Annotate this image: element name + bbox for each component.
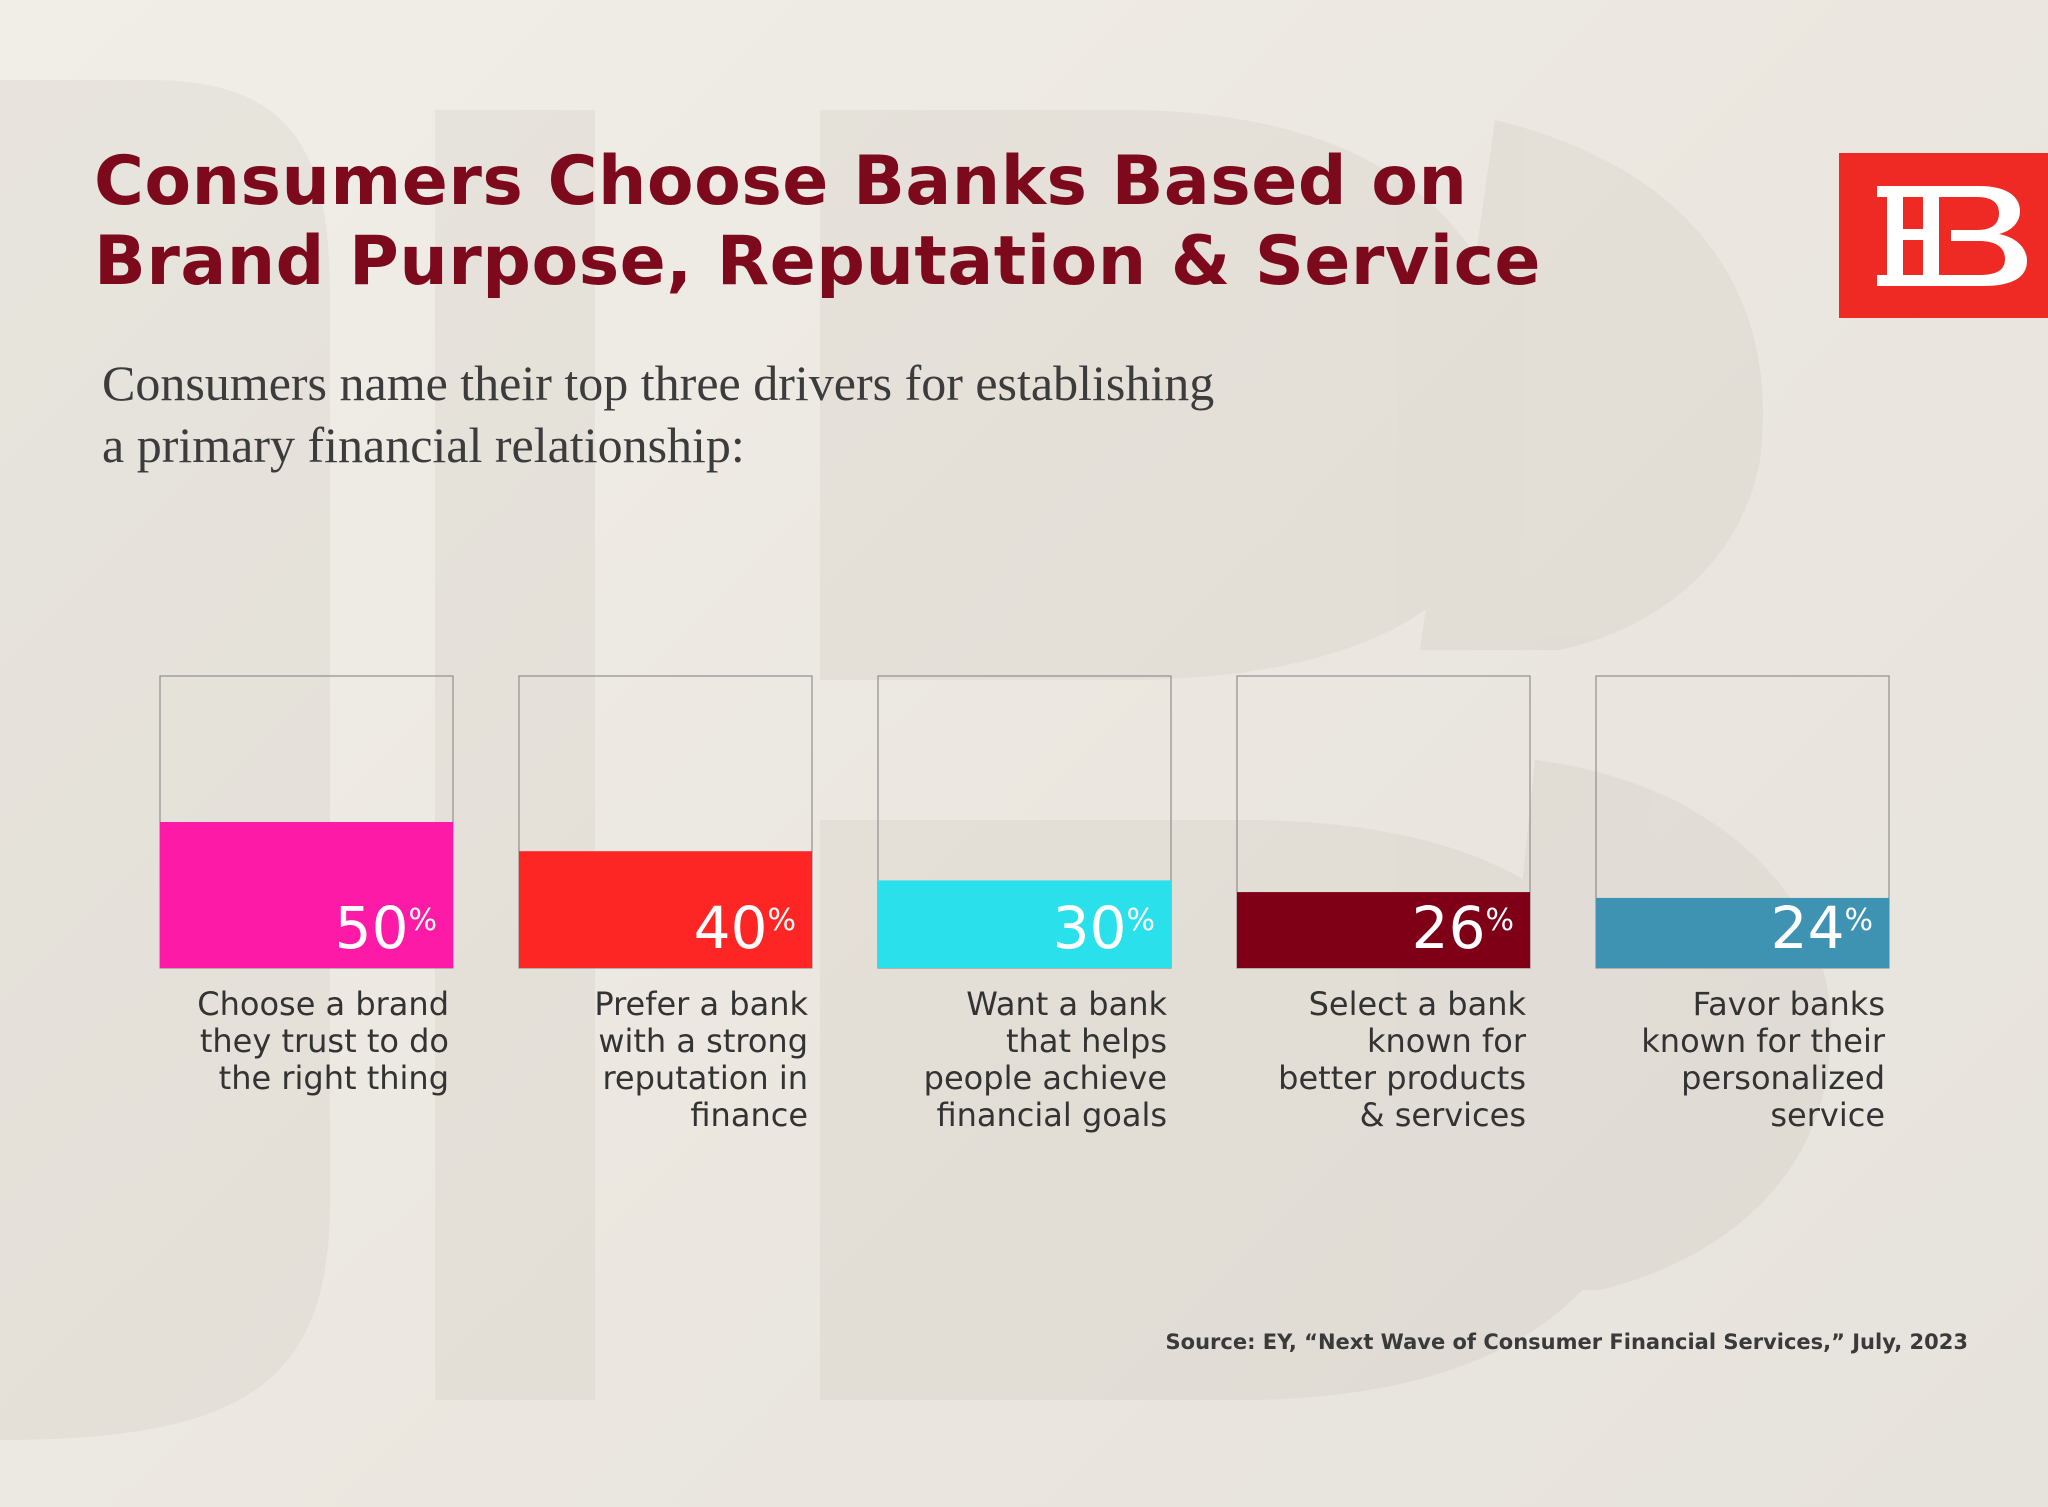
category-label: Choose a brand (197, 985, 449, 1023)
subtitle-line-2: a primary financial relationship: (102, 417, 745, 473)
category-label: finance (690, 1096, 808, 1134)
category-label: & services (1360, 1096, 1526, 1134)
bar (519, 851, 812, 968)
bar (878, 880, 1171, 968)
category-label: people achieve (924, 1059, 1167, 1097)
bar-value-label: 26% (1412, 894, 1514, 962)
category-label: service (1770, 1096, 1885, 1134)
hb-logo (1839, 153, 2048, 318)
category-label: known for (1367, 1022, 1527, 1060)
chart-title: Consumers Choose Banks Based on Brand Pu… (94, 142, 1594, 302)
category-label: Select a bank (1309, 985, 1527, 1023)
category-label: Prefer a bank (594, 985, 808, 1023)
category-label: personalized (1681, 1059, 1885, 1097)
category-label: Want a bank (966, 985, 1167, 1023)
category-label: the right thing (219, 1059, 449, 1097)
bar-value-label: 40% (694, 894, 796, 962)
bar (1596, 897, 1889, 968)
category-label: reputation in (602, 1059, 808, 1097)
category-label: they trust to do (200, 1022, 449, 1060)
category-label: financial goals (936, 1096, 1167, 1134)
hb-monogram-icon (1877, 186, 2027, 286)
subtitle-line-1: Consumers name their top three drivers f… (102, 355, 1215, 411)
title-line-2: Brand Purpose, Reputation & Service (94, 222, 1542, 301)
category-label: better products (1278, 1059, 1526, 1097)
bar (1237, 892, 1530, 968)
bar-value-label: 50% (335, 894, 437, 962)
source-note: Source: EY, “Next Wave of Consumer Finan… (1165, 1330, 1968, 1354)
bar-value-label: 24% (1771, 894, 1873, 962)
category-label: Favor banks (1693, 985, 1885, 1023)
bar (160, 822, 453, 968)
chart-subtitle: Consumers name their top three drivers f… (102, 352, 1402, 476)
category-label: known for their (1641, 1022, 1886, 1060)
category-label: with a strong (598, 1022, 808, 1060)
bar-value-label: 30% (1053, 894, 1155, 962)
title-line-1: Consumers Choose Banks Based on (94, 142, 1468, 221)
category-label: that helps (1006, 1022, 1167, 1060)
